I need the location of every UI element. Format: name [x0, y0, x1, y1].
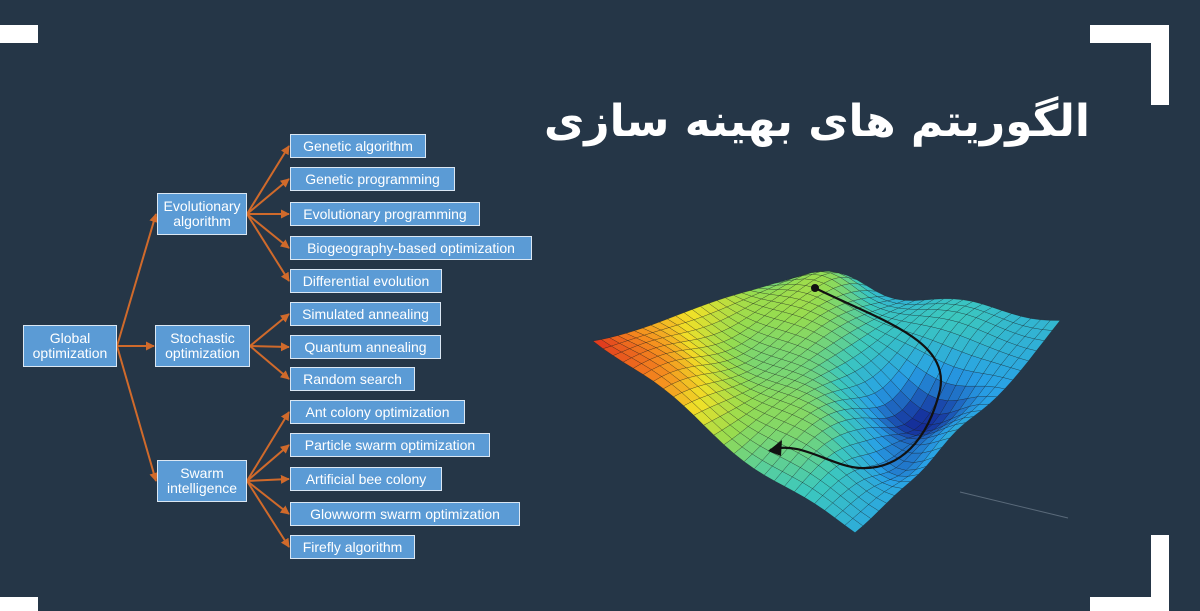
descent-start-point [811, 284, 819, 292]
frame-corner-bottom-right [1090, 597, 1169, 611]
error-surface-mesh [592, 271, 1061, 533]
connector-swarm-intelligence-to-firefly-algorithm [246, 480, 290, 548]
leaf-node-glowworm-swarm-optimization: Glowworm swarm optimization [290, 502, 520, 526]
leaf-node-genetic-programming: Genetic programming [290, 167, 455, 191]
leaf-node-particle-swarm-optimization: Particle swarm optimization [290, 433, 490, 457]
leaf-node-differential-evolution: Differential evolution [290, 269, 442, 293]
group-node-evolutionary-algorithm: Evolutionary algorithm [157, 193, 247, 235]
frame-corner-bottom-left [0, 597, 38, 611]
root-node-global-optimization: Global optimization [23, 325, 117, 367]
connector-root-to-swarm-intelligence [116, 345, 159, 482]
frame-corner-bottom-right-vertical [1151, 535, 1169, 611]
connector-swarm-intelligence-to-artificial-bee-colony [246, 474, 290, 484]
connector-swarm-intelligence-to-ant-colony-optimization [246, 411, 290, 482]
frame-corner-top-right [1090, 25, 1169, 43]
group-node-swarm-intelligence: Swarm intelligence [157, 460, 247, 502]
connector-evolutionary-algorithm-to-differential-evolution [246, 213, 290, 282]
leaf-node-artificial-bee-colony: Artificial bee colony [290, 467, 442, 491]
group-node-stochastic-optimization: Stochastic optimization [155, 325, 250, 367]
leaf-node-evolutionary-programming: Evolutionary programming [290, 202, 480, 226]
leaf-node-firefly-algorithm: Firefly algorithm [290, 535, 415, 559]
descent-path [769, 287, 943, 470]
leaf-node-genetic-algorithm: Genetic algorithm [290, 134, 426, 158]
connector-root-to-evolutionary-algorithm [116, 213, 159, 347]
leaf-node-biogeography-based-optimization: Biogeography-based optimization [290, 236, 532, 260]
connector-stochastic-optimization-to-simulated-annealing [249, 313, 290, 347]
leaf-node-simulated-annealing: Simulated annealing [290, 302, 441, 326]
surface-axis-line [959, 491, 1069, 519]
connector-stochastic-optimization-to-quantum-annealing [249, 342, 290, 352]
connector-evolutionary-algorithm-to-biogeography-based-optimization [246, 213, 290, 249]
frame-corner-top-right-vertical [1151, 25, 1169, 105]
connector-evolutionary-algorithm-to-genetic-algorithm [246, 145, 290, 215]
surface-cell [844, 518, 864, 533]
descent-arrowhead [768, 440, 782, 456]
page-title: الگوریتم های بهینه سازی [543, 96, 1090, 147]
leaf-node-quantum-annealing: Quantum annealing [290, 335, 441, 359]
connector-evolutionary-algorithm-to-genetic-programming [246, 178, 290, 215]
frame-corner-top-left [0, 25, 38, 43]
leaf-node-random-search: Random search [290, 367, 415, 391]
connector-stochastic-optimization-to-random-search [249, 345, 290, 380]
leaf-node-ant-colony-optimization: Ant colony optimization [290, 400, 465, 424]
connector-swarm-intelligence-to-glowworm-swarm-optimization [246, 480, 290, 515]
connector-swarm-intelligence-to-particle-swarm-optimization [246, 444, 290, 482]
